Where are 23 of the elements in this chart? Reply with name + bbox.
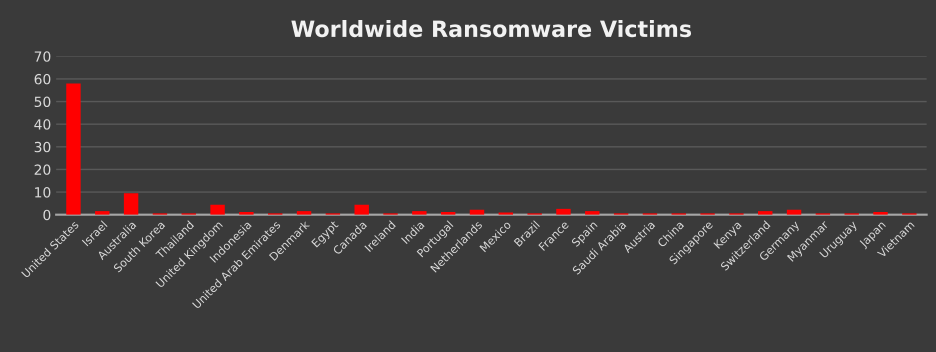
bar — [440, 212, 456, 215]
y-tick-label: 40 — [34, 119, 50, 130]
bar — [556, 208, 571, 215]
bar — [786, 210, 802, 215]
bar — [470, 210, 484, 215]
bar — [585, 211, 600, 215]
chart-title: Worldwide Ransomware Victims — [291, 20, 692, 38]
bar — [124, 193, 138, 215]
bar — [296, 211, 312, 215]
y-tick-label: 70 — [34, 51, 50, 62]
bar — [354, 204, 369, 215]
y-tick-label: 50 — [34, 96, 50, 108]
bar — [239, 212, 254, 215]
y-tick-label: 30 — [34, 142, 50, 152]
bar — [758, 211, 772, 215]
y-tick-label: 20 — [34, 164, 50, 175]
y-tick-label: 0 — [43, 210, 50, 220]
bar — [412, 211, 427, 215]
bar — [66, 83, 81, 215]
y-tick-label: 10 — [35, 187, 50, 198]
y-tick-label: 60 — [34, 74, 50, 84]
bar — [95, 211, 110, 215]
bar — [210, 204, 225, 215]
